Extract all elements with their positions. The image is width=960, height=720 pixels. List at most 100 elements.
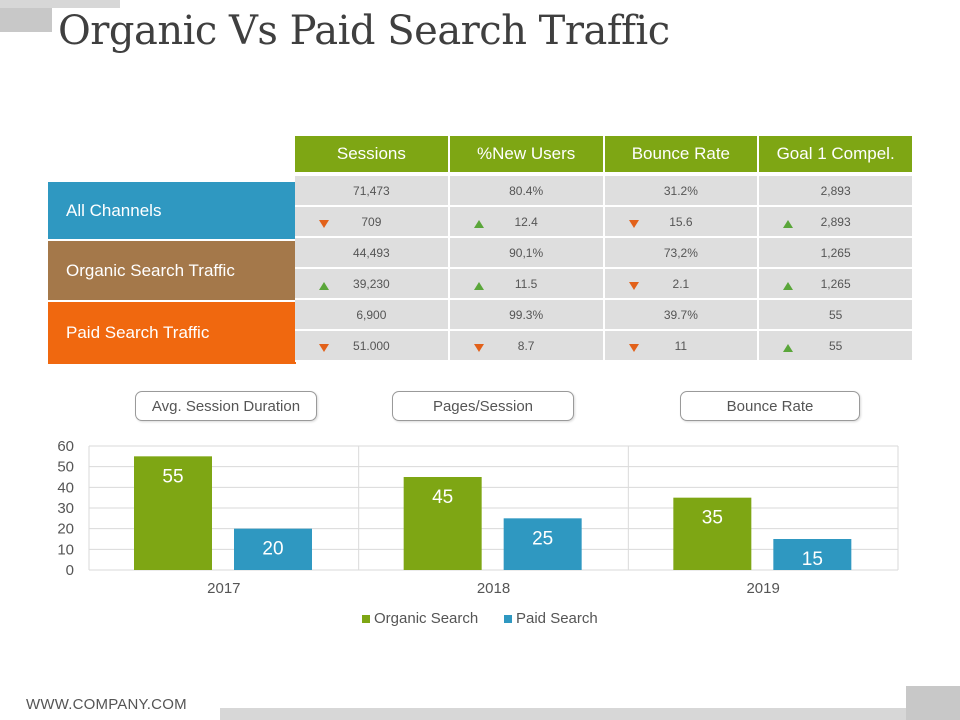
metrics-cell: 2.1 <box>604 269 760 300</box>
metrics-cell: 2,893 <box>759 176 912 207</box>
y-tick-label: 30 <box>57 500 74 517</box>
metrics-cell: 90,1% <box>449 238 605 269</box>
data-label: 25 <box>532 528 553 549</box>
header-sessions: Sessions <box>295 136 450 172</box>
channel-all-channels: All Channels <box>48 182 296 241</box>
down-arrow-icon <box>628 282 639 290</box>
organic-bar <box>403 477 482 570</box>
y-tick-label: 0 <box>66 562 74 579</box>
metrics-row: 39,230 11.5 2.1 1,265 <box>295 269 912 300</box>
metrics-cell: 11 <box>604 331 760 362</box>
data-label: 15 <box>802 549 823 570</box>
metrics-cell: 51.000 <box>295 331 450 362</box>
metrics-cell: 1,265 <box>759 238 912 269</box>
top-decoration-line <box>0 0 120 8</box>
metrics-cell: 39,230 <box>295 269 450 300</box>
metrics-value: 31.2% <box>663 183 698 198</box>
metrics-cell: 12.4 <box>449 207 605 238</box>
down-arrow-icon <box>319 220 329 228</box>
organic-bar <box>134 456 212 570</box>
y-tick-label: 40 <box>57 479 74 496</box>
legend-label: Paid Search <box>516 610 598 627</box>
metrics-cell: 39.7% <box>604 300 760 331</box>
legend-label: Organic Search <box>374 610 478 627</box>
legend-swatch <box>504 615 512 623</box>
metrics-row: 44,493 90,1% 73,2% 1,265 <box>295 238 912 269</box>
data-label: 35 <box>702 508 723 529</box>
metrics-value: 39.7% <box>663 307 698 322</box>
paid-bar <box>234 528 312 570</box>
metrics-body: 71,473 80.4% 31.2% 2,893 709 12.4 15.6 2,893 44,… <box>295 176 912 362</box>
metrics-value: 99.3% <box>509 307 544 322</box>
down-arrow-icon <box>319 344 329 352</box>
data-label: 45 <box>432 487 453 508</box>
y-tick-label: 60 <box>57 438 74 455</box>
metrics-cell: 44,493 <box>295 238 450 269</box>
metrics-cell: 8.7 <box>449 331 605 362</box>
header-new-users: %New Users <box>449 136 605 172</box>
metrics-value: 8.7 <box>517 338 535 353</box>
metrics-value: 55 <box>828 338 843 353</box>
organic-bar <box>673 497 752 570</box>
y-tick-label: 10 <box>57 541 74 558</box>
metrics-row: 709 12.4 15.6 2,893 <box>295 207 912 238</box>
data-label: 20 <box>262 539 283 560</box>
slide-title: Organic Vs Paid Search Traffic <box>58 8 670 54</box>
avg-session-duration-button[interactable]: Avg. Session Duration <box>135 391 317 421</box>
up-arrow-icon <box>319 282 329 290</box>
channel-paid-search-traffic: Paid Search Traffic <box>48 302 296 364</box>
bottom-decoration-line <box>220 708 910 720</box>
up-arrow-icon <box>473 282 484 290</box>
pages-per-session-button[interactable]: Pages/Session <box>392 391 574 421</box>
metrics-value: 2,893 <box>820 214 851 229</box>
metrics-value: 6,900 <box>356 307 387 322</box>
metrics-cell: 55 <box>759 300 912 331</box>
metrics-value: 90,1% <box>509 245 544 260</box>
header-goal-completions: Goal 1 Compel. <box>759 136 912 172</box>
x-tick-label: 2017 <box>207 580 240 597</box>
metrics-row: 51.000 8.7 11 55 <box>295 331 912 362</box>
metrics-value: 709 <box>361 214 382 229</box>
metrics-cell: 11.5 <box>449 269 605 300</box>
metrics-value: 15.6 <box>669 214 693 229</box>
metrics-cell: 55 <box>759 331 912 362</box>
metrics-cell: 1,265 <box>759 269 912 300</box>
up-arrow-icon <box>783 344 794 352</box>
metrics-value: 51.000 <box>353 338 390 353</box>
metrics-value: 11 <box>674 338 688 353</box>
paid-bar <box>773 539 852 570</box>
down-arrow-icon <box>473 344 484 352</box>
header-bounce-rate: Bounce Rate <box>604 136 760 172</box>
metrics-value: 1,265 <box>820 276 851 291</box>
down-arrow-icon <box>628 344 639 352</box>
down-arrow-icon <box>628 220 639 228</box>
x-tick-label: 2018 <box>477 580 510 597</box>
metrics-value: 1,265 <box>820 245 851 260</box>
y-tick-label: 50 <box>57 459 74 476</box>
metrics-cell: 15.6 <box>604 207 760 238</box>
metrics-row: 6,900 99.3% 39.7% 55 <box>295 300 912 331</box>
channel-labels: All Channels Organic Search Traffic Paid… <box>48 182 296 364</box>
paid-bar <box>503 518 582 570</box>
corner-decoration-bottom <box>906 686 960 720</box>
metrics-cell: 73,2% <box>604 238 760 269</box>
metrics-value: 12.4 <box>514 214 538 229</box>
metrics-value: 80.4% <box>509 183 544 198</box>
metrics-cell: 6,900 <box>295 300 450 331</box>
channel-organic-search-traffic: Organic Search Traffic <box>48 241 296 302</box>
metrics-cell: 2,893 <box>759 207 912 238</box>
metrics-cell: 709 <box>295 207 450 238</box>
metrics-value: 2,893 <box>820 183 851 198</box>
up-arrow-icon <box>783 220 794 228</box>
bounce-rate-button[interactable]: Bounce Rate <box>680 391 860 421</box>
metrics-value: 71,473 <box>353 183 390 198</box>
y-tick-label: 20 <box>57 521 74 538</box>
traffic-bar-chart: 0 10 20 30 40 50 60 55 20 2017 45 25 2018 35 15 2019 Org… <box>57 438 899 627</box>
metrics-cell: 80.4% <box>449 176 605 207</box>
legend-swatch <box>362 615 370 623</box>
metrics-value: 39,230 <box>353 276 390 291</box>
metrics-value: 55 <box>828 307 843 322</box>
footer-url: WWW.COMPANY.COM <box>26 696 187 713</box>
metrics-value: 11.5 <box>514 276 538 291</box>
up-arrow-icon <box>473 220 484 228</box>
